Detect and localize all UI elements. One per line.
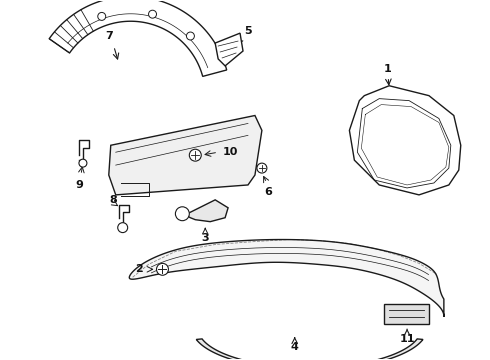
Circle shape [148, 10, 156, 18]
Circle shape [186, 32, 195, 40]
Text: 11: 11 [399, 334, 415, 344]
Text: 1: 1 [383, 64, 391, 74]
Polygon shape [49, 0, 227, 76]
Polygon shape [109, 116, 262, 195]
Text: 10: 10 [222, 147, 238, 157]
Text: 3: 3 [201, 233, 209, 243]
Text: 4: 4 [291, 342, 298, 352]
Polygon shape [349, 86, 461, 195]
Circle shape [257, 163, 267, 173]
Polygon shape [129, 239, 444, 317]
Circle shape [98, 13, 106, 21]
Text: 8: 8 [109, 195, 117, 205]
Circle shape [175, 207, 189, 221]
Text: 7: 7 [105, 31, 113, 41]
Polygon shape [185, 200, 228, 222]
Text: 6: 6 [264, 187, 272, 197]
Polygon shape [196, 339, 423, 360]
Polygon shape [384, 304, 429, 324]
Text: 9: 9 [75, 180, 83, 190]
Circle shape [189, 149, 201, 161]
Circle shape [156, 264, 169, 275]
Text: 5: 5 [244, 26, 252, 36]
Circle shape [118, 223, 128, 233]
Text: 2: 2 [135, 264, 143, 274]
Circle shape [79, 159, 87, 167]
Polygon shape [215, 33, 243, 66]
